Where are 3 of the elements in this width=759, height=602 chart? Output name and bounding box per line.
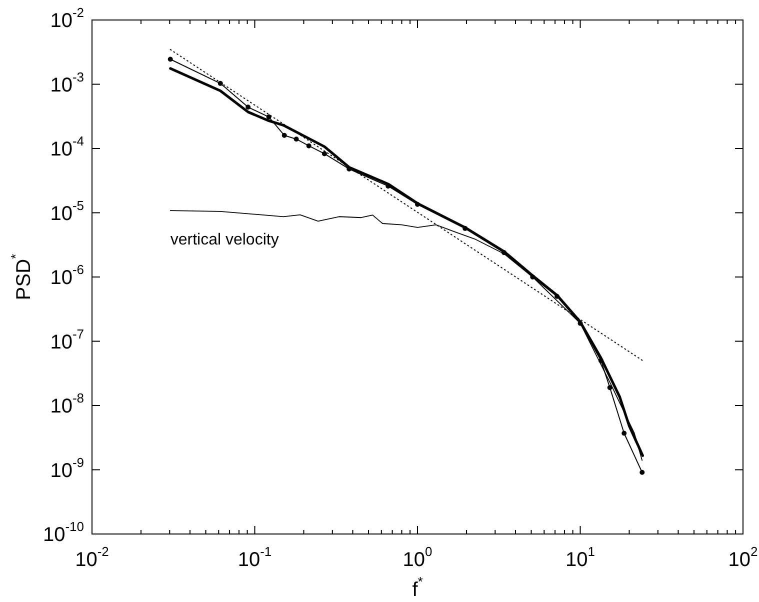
series-label: vertical velocity <box>170 232 279 249</box>
x-axis-title: f* <box>412 574 423 601</box>
y-axis-title: PSD* <box>8 254 35 300</box>
